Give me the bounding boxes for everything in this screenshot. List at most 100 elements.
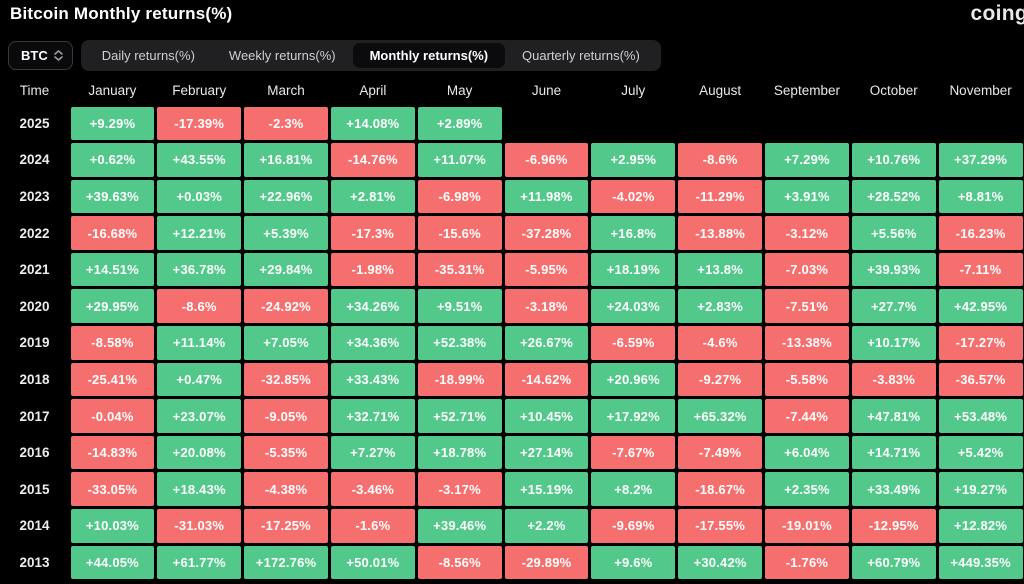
empty-cell xyxy=(591,107,675,141)
return-cell: +5.42% xyxy=(938,435,1023,470)
return-cell: +65.32% xyxy=(678,399,763,433)
return-cell: +18.78% xyxy=(417,435,502,470)
year-label: 2019 xyxy=(19,335,50,351)
tab-weekly-returns[interactable]: Weekly returns(%) xyxy=(228,48,336,63)
return-cell: +15.19% xyxy=(504,472,589,507)
return-cell: -6.96% xyxy=(504,143,589,177)
coinglass-logo[interactable]: coing xyxy=(970,2,1024,25)
return-cell: -5.95% xyxy=(504,252,589,287)
year-label: 2022 xyxy=(19,225,50,241)
return-cell: +37.29% xyxy=(938,143,1023,177)
return-cell: +7.05% xyxy=(244,326,328,360)
return-cell: -7.67% xyxy=(591,435,676,470)
return-cell: +5.56% xyxy=(851,216,936,250)
column-header: Time xyxy=(19,82,50,98)
return-cell: +47.81% xyxy=(851,399,936,433)
returns-tab-bar: Daily returns(%) Weekly returns(%) Month… xyxy=(80,40,661,71)
column-header: November xyxy=(949,82,1012,98)
column-header: January xyxy=(88,82,137,98)
return-cell: -7.44% xyxy=(765,399,849,433)
return-cell: -11.29% xyxy=(678,179,763,214)
year-label: 2016 xyxy=(19,445,50,461)
symbol-selector[interactable]: BTC xyxy=(8,41,73,70)
tab-quarterly-returns[interactable]: Quarterly returns(%) xyxy=(522,48,640,63)
page-title: Bitcoin Monthly returns(%) xyxy=(10,4,233,23)
column-header: July xyxy=(621,82,646,98)
return-cell: +11.98% xyxy=(504,179,589,214)
return-cell: -9.27% xyxy=(678,362,763,397)
column-header: March xyxy=(267,82,305,98)
return-cell: +2.95% xyxy=(591,143,676,177)
return-cell: -24.92% xyxy=(244,289,328,324)
controls-bar: BTC Daily returns(%) Weekly returns(%) M… xyxy=(8,40,661,71)
return-cell: +19.27% xyxy=(938,472,1023,507)
return-cell: -3.18% xyxy=(504,289,589,324)
empty-cell xyxy=(678,107,762,141)
return-cell: +23.07% xyxy=(157,399,242,433)
year-label: 2014 xyxy=(19,518,50,534)
return-cell: -16.68% xyxy=(70,216,155,250)
return-cell: -37.28% xyxy=(504,216,589,250)
return-cell: +7.27% xyxy=(330,435,415,470)
return-cell: +17.92% xyxy=(591,399,676,433)
return-cell: +2.35% xyxy=(765,472,849,507)
return-cell: -25.41% xyxy=(70,362,155,397)
return-cell: -17.25% xyxy=(244,509,328,543)
return-cell: +52.38% xyxy=(417,326,502,360)
return-cell: -1.6% xyxy=(330,509,415,543)
return-cell: +50.01% xyxy=(330,545,415,580)
return-cell: -18.99% xyxy=(417,362,502,397)
tab-daily-returns[interactable]: Daily returns(%) xyxy=(101,48,195,63)
symbol-selector-value: BTC xyxy=(21,48,48,63)
return-cell: +12.82% xyxy=(938,509,1023,543)
return-cell: +10.17% xyxy=(851,326,936,360)
year-label: 2020 xyxy=(19,298,50,314)
return-cell: +27.7% xyxy=(851,289,936,324)
return-cell: -14.76% xyxy=(330,143,415,177)
return-cell: +16.81% xyxy=(244,143,328,177)
return-cell: -17.55% xyxy=(678,509,763,543)
column-header: April xyxy=(359,82,387,98)
return-cell: +61.77% xyxy=(157,545,242,580)
return-cell: -9.05% xyxy=(244,399,328,433)
return-cell: +26.67% xyxy=(504,326,589,360)
return-cell: -4.38% xyxy=(244,472,328,507)
year-label: 2024 xyxy=(19,152,50,168)
return-cell: +10.45% xyxy=(504,399,589,433)
return-cell: +36.78% xyxy=(157,252,242,287)
column-header: August xyxy=(699,82,742,98)
return-cell: +52.71% xyxy=(417,399,502,433)
return-cell: +28.52% xyxy=(851,179,936,214)
return-cell: +8.81% xyxy=(938,179,1023,214)
year-label: 2025 xyxy=(19,115,50,131)
return-cell: -1.98% xyxy=(330,252,415,287)
column-header: May xyxy=(446,82,473,98)
return-cell: +18.19% xyxy=(591,252,676,287)
tab-monthly-returns[interactable]: Monthly returns(%) xyxy=(352,43,506,68)
return-cell: +24.03% xyxy=(591,289,676,324)
return-cell: -8.6% xyxy=(157,289,242,324)
return-cell: +16.8% xyxy=(591,216,676,250)
return-cell: +20.08% xyxy=(157,435,242,470)
return-cell: -18.67% xyxy=(678,472,763,507)
return-cell: +2.89% xyxy=(417,106,502,141)
return-cell: +0.03% xyxy=(157,179,242,214)
column-header: June xyxy=(531,82,562,98)
return-cell: -7.11% xyxy=(938,252,1023,287)
return-cell: -1.76% xyxy=(765,545,849,580)
return-cell: +14.51% xyxy=(70,252,155,287)
return-cell: -32.85% xyxy=(244,362,328,397)
return-cell: -7.49% xyxy=(678,435,763,470)
year-label: 2023 xyxy=(19,188,50,204)
return-cell: +9.29% xyxy=(70,106,155,141)
return-cell: -17.3% xyxy=(330,216,415,250)
return-cell: -7.03% xyxy=(765,252,849,287)
return-cell: +11.07% xyxy=(417,143,502,177)
return-cell: +11.14% xyxy=(157,326,242,360)
return-cell: +2.2% xyxy=(504,509,589,543)
return-cell: -8.56% xyxy=(417,545,502,580)
return-cell: +44.05% xyxy=(70,545,155,580)
return-cell: -9.69% xyxy=(591,509,676,543)
return-cell: +0.62% xyxy=(70,143,155,177)
return-cell: +53.48% xyxy=(938,399,1023,433)
